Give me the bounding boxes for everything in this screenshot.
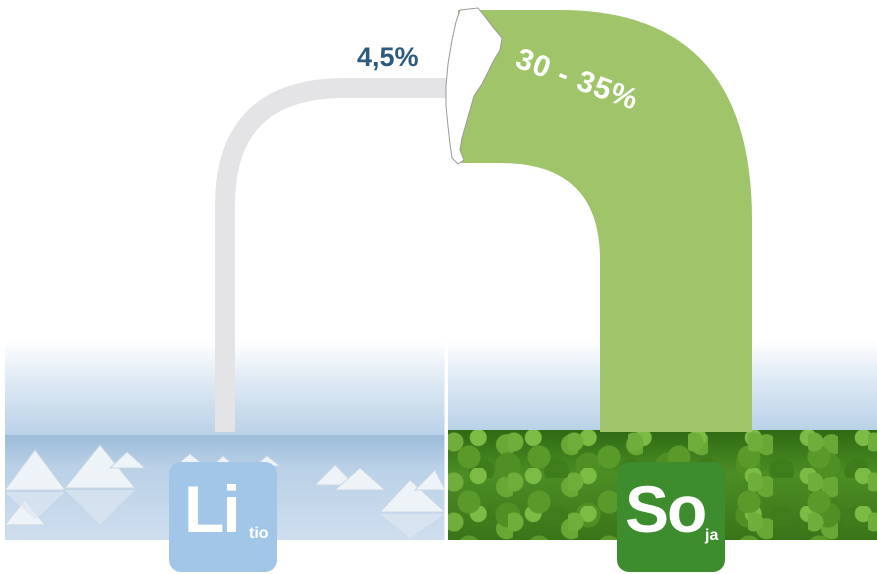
soy-badge: So ja xyxy=(617,462,725,572)
lithium-badge: Li tio xyxy=(169,462,277,572)
lithium-percentage: 4,5% xyxy=(357,42,419,72)
soy-subscript: ja xyxy=(705,527,719,544)
argentina-map-icon xyxy=(445,7,503,165)
lithium-subscript: tio xyxy=(249,525,269,542)
lithium-flow-arc xyxy=(215,78,450,432)
soy-symbol: So xyxy=(625,472,707,546)
lithium-symbol: Li xyxy=(184,472,241,546)
soy-flow-band xyxy=(458,10,752,432)
